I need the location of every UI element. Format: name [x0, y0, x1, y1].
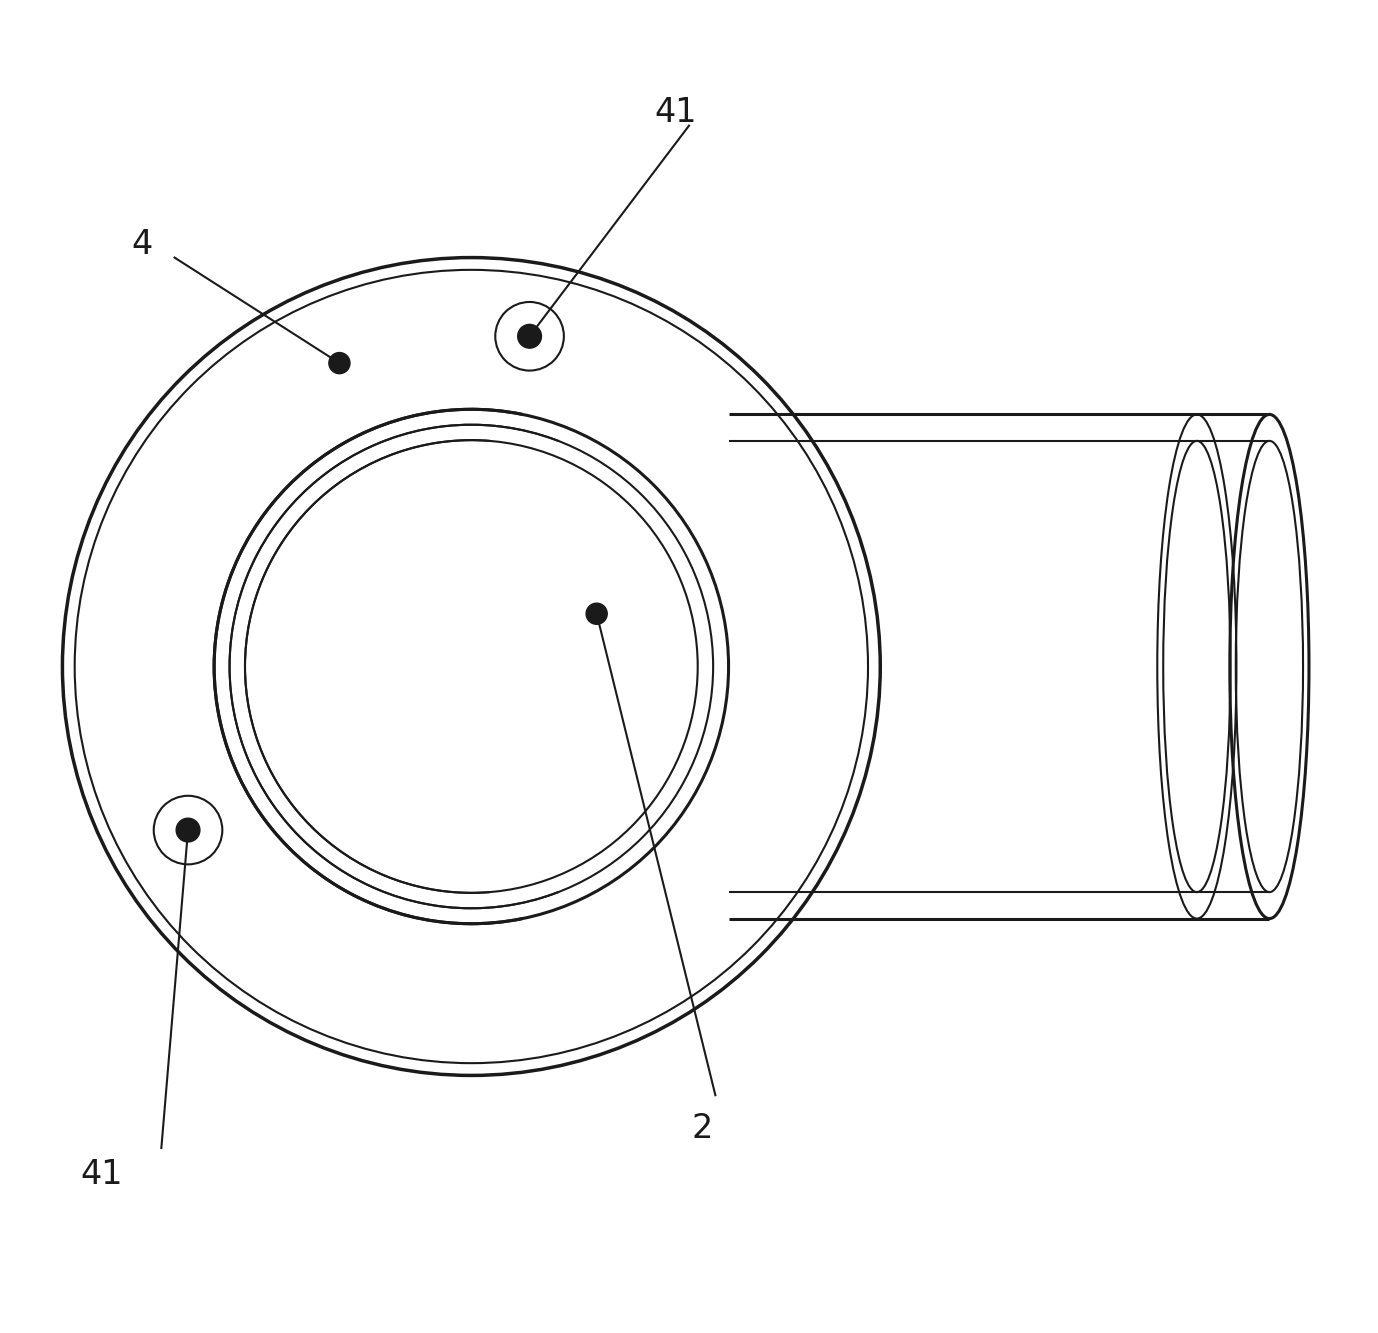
Text: 2: 2 [692, 1112, 712, 1145]
Circle shape [495, 303, 564, 371]
Circle shape [586, 604, 608, 624]
Circle shape [329, 352, 350, 373]
Circle shape [154, 796, 222, 864]
Text: 41: 41 [81, 1158, 123, 1190]
Text: 41: 41 [655, 96, 697, 129]
Circle shape [518, 324, 542, 348]
Circle shape [176, 818, 200, 842]
Text: 4: 4 [131, 228, 152, 261]
